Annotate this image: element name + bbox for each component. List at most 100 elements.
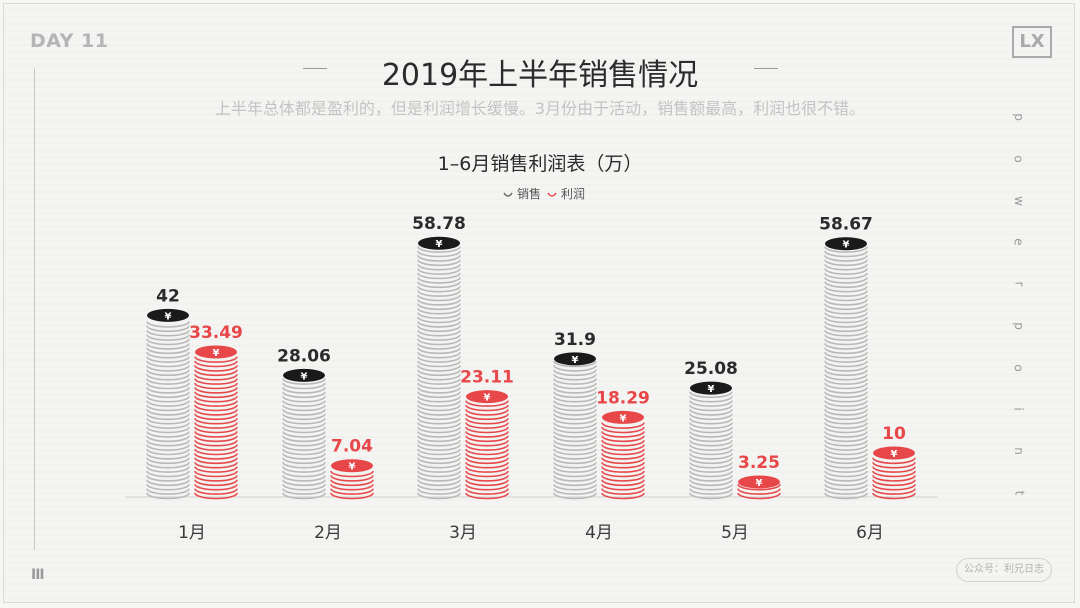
coin-ring — [824, 316, 868, 324]
coin-ring — [824, 325, 868, 333]
coin-ring — [194, 479, 238, 487]
coin-ring — [282, 382, 326, 390]
coin-ring — [824, 444, 868, 451]
coin-ring — [601, 435, 645, 443]
coin-ring — [465, 488, 509, 495]
x-tick-label: 4月 — [585, 523, 613, 543]
coin-ring — [824, 347, 868, 355]
coin-top — [466, 390, 508, 404]
coin-ring — [553, 373, 597, 381]
coin-ring — [465, 417, 509, 425]
coin-ring — [417, 404, 461, 412]
coin-ring — [553, 413, 597, 421]
coin-ring — [601, 466, 645, 473]
coin-ring — [824, 413, 868, 421]
value-label: 33.49 — [189, 323, 243, 343]
coin-ring — [601, 431, 645, 438]
coin-ring — [824, 360, 868, 368]
coin-ring — [824, 356, 868, 363]
coin-ring — [553, 409, 597, 416]
coin-ring — [194, 395, 238, 403]
coin-ring — [417, 395, 461, 403]
title-dash-right — [754, 68, 778, 69]
coin-ring — [553, 470, 597, 478]
coin-ring — [417, 255, 461, 262]
slide-frame — [3, 3, 1075, 603]
coin-ring — [872, 470, 916, 478]
coin-ring — [282, 404, 326, 412]
coin-ring — [553, 483, 597, 491]
value-label: 58.78 — [412, 214, 466, 234]
coin-ring — [282, 448, 326, 456]
coin-ring — [824, 439, 868, 447]
coin-ring — [282, 422, 326, 429]
coin-ring — [194, 431, 238, 438]
bar-sales: ¥31.9 — [553, 330, 597, 500]
coin-ring — [282, 488, 326, 495]
coin-ring — [146, 435, 190, 443]
coin-ring — [146, 378, 190, 385]
coin-ring — [417, 347, 461, 355]
coin-ring — [146, 404, 190, 412]
coin-ring — [824, 303, 868, 311]
coin-ring — [553, 395, 597, 403]
coin-ring — [465, 492, 509, 500]
coin-ring — [689, 426, 733, 434]
coin-ring — [146, 439, 190, 447]
coin-ring — [601, 475, 645, 482]
coin-top — [825, 237, 867, 251]
coin-ring — [146, 365, 190, 372]
coin-ring — [689, 439, 733, 447]
coin-ring — [465, 453, 509, 460]
coin-ring — [824, 277, 868, 284]
coin-ring — [689, 400, 733, 407]
coin-ring — [824, 453, 868, 460]
coin-ring — [553, 439, 597, 447]
coin-ring — [146, 448, 190, 456]
coin-ring — [146, 329, 190, 337]
coin-ring — [465, 457, 509, 465]
coin-ring — [553, 475, 597, 482]
coin-ring — [417, 448, 461, 456]
coin-ring — [465, 439, 509, 447]
coin-ring — [417, 365, 461, 372]
coin-ring — [689, 435, 733, 443]
bar-sales: ¥42 — [146, 286, 190, 500]
coin-ring — [689, 457, 733, 465]
coin-ring — [824, 492, 868, 500]
coin-ring — [553, 435, 597, 443]
coin-ring — [689, 461, 733, 469]
coin-ring — [282, 483, 326, 491]
coin-ring — [194, 369, 238, 377]
yen-icon: ¥ — [436, 239, 443, 250]
coin-ring — [282, 395, 326, 403]
coin-ring — [601, 448, 645, 456]
value-label: 25.08 — [684, 359, 738, 379]
coin-ring — [146, 360, 190, 368]
coin-ring — [553, 365, 597, 372]
chart-title: 1–6月销售利润表（万） — [438, 153, 643, 175]
coin-ring — [417, 475, 461, 482]
coin-ring — [194, 457, 238, 465]
coin-ring — [194, 444, 238, 451]
bar-sales: ¥25.08 — [684, 359, 738, 500]
value-label: 23.11 — [460, 368, 514, 388]
coin-ring — [824, 422, 868, 429]
coin-ring — [194, 470, 238, 478]
coin-ring — [417, 356, 461, 363]
coin-ring — [194, 404, 238, 412]
coin-ring — [146, 483, 190, 491]
coin-ring — [553, 444, 597, 451]
coin-ring — [282, 400, 326, 407]
coin-ring — [689, 395, 733, 403]
coin-ring — [417, 294, 461, 302]
coin-ring — [282, 470, 326, 478]
coin-ring — [872, 457, 916, 465]
coin-ring — [417, 360, 461, 368]
yen-icon: ¥ — [165, 311, 172, 322]
value-label: 31.9 — [554, 330, 596, 350]
coin-ring — [417, 492, 461, 500]
bar-sales: ¥58.67 — [819, 215, 873, 500]
coin-ring — [146, 431, 190, 438]
coin-ring — [417, 417, 461, 425]
